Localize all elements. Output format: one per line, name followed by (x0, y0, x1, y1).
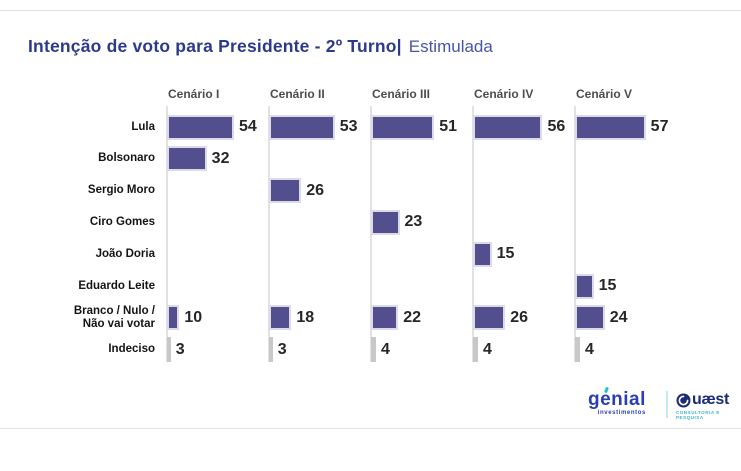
title-sub: Estimulada (408, 37, 493, 56)
bottom-divider (0, 428, 741, 429)
value-label: 4 (584, 340, 594, 358)
bar (269, 178, 302, 204)
bar (575, 273, 594, 299)
scenario-header: Cenário V (576, 87, 633, 101)
bar (167, 146, 207, 172)
category-label: Indeciso (108, 343, 155, 356)
bar (269, 114, 335, 140)
value-label: 15 (598, 277, 617, 294)
quaest-logo: uæst CONSULTORIA E PESQUISA (676, 392, 741, 421)
category-label: Sergio Moro (87, 184, 155, 197)
genial-wordmark: genial (588, 389, 646, 410)
quaest-wordmark-text: uæst (692, 391, 730, 408)
bar (167, 114, 234, 140)
bar (575, 305, 605, 331)
quaest-wordmark: uæst (676, 392, 729, 408)
value-label: 18 (296, 308, 315, 326)
value-label: 23 (404, 213, 423, 231)
title-main: Intenção de voto para Presidente - 2º Tu… (28, 36, 402, 56)
value-label: 51 (439, 118, 458, 135)
bar (167, 305, 180, 331)
value-label: 56 (547, 118, 566, 135)
category-label: João Doria (95, 247, 155, 260)
genial-subtitle: investimentos (597, 410, 646, 416)
category-label: Ciro Gomes (89, 215, 155, 228)
value-label: 3 (277, 340, 287, 358)
category-label: Bolsonaro (98, 152, 155, 165)
scenario-header: Cenário IV (474, 87, 534, 101)
top-divider (0, 10, 741, 11)
value-label: 10 (184, 308, 203, 326)
bar (371, 337, 376, 363)
value-label: 24 (609, 308, 628, 326)
bar (269, 337, 273, 363)
value-label: 15 (496, 245, 515, 263)
quaest-q-icon (676, 393, 691, 407)
bar (167, 337, 171, 363)
value-label: 57 (650, 118, 669, 135)
value-label: 3 (175, 340, 185, 358)
category-label: Branco / Nulo / Não vai votar (73, 304, 155, 330)
scenario-header: Cenário III (372, 87, 431, 101)
axis-line (472, 106, 474, 362)
value-label: 32 (211, 149, 230, 167)
bar (371, 305, 399, 331)
value-label: 22 (403, 308, 422, 326)
bar (269, 305, 292, 331)
bar (575, 337, 580, 363)
value-label: 53 (339, 118, 358, 135)
category-label: Lula (131, 120, 155, 133)
bar (473, 114, 543, 140)
value-label: 4 (482, 340, 492, 358)
value-label: 26 (306, 181, 325, 199)
bar (371, 209, 400, 235)
scenario-header: Cenário II (270, 87, 325, 101)
value-label: 4 (380, 340, 390, 358)
bar (473, 241, 492, 267)
axis-line (574, 106, 576, 362)
bar (575, 114, 646, 140)
axis-line (166, 106, 168, 362)
quaest-subtitle: CONSULTORIA E PESQUISA (676, 410, 720, 420)
value-label: 54 (238, 118, 257, 135)
value-label: 26 (510, 308, 529, 326)
bar (371, 114, 435, 140)
axis-line (268, 106, 270, 362)
genial-logo: genial investimentos (588, 386, 646, 416)
scenario-header: Cenário I (168, 87, 220, 101)
logo-divider (666, 391, 668, 418)
page-title: Intenção de voto para Presidente - 2º Tu… (28, 36, 493, 57)
category-label: Eduardo Leite (78, 279, 155, 292)
bar (473, 337, 478, 363)
bar (473, 305, 506, 331)
